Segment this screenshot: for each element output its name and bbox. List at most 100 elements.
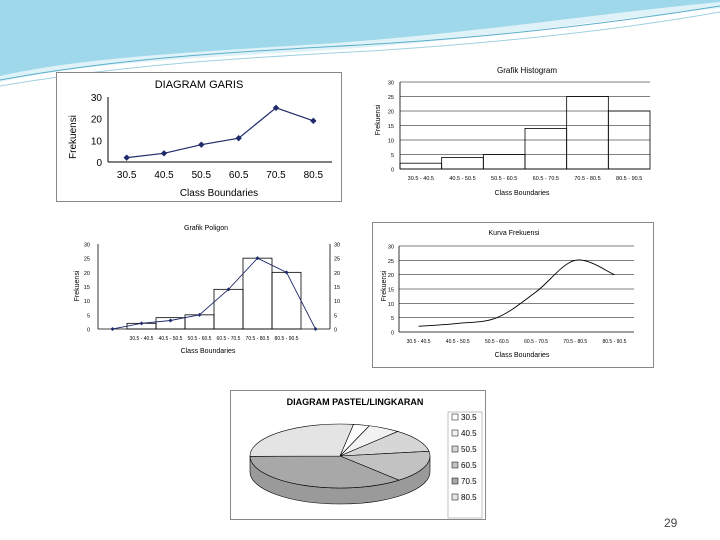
pie-slice [249, 455, 400, 489]
y-tick-label: 25 [388, 95, 394, 101]
header-wave [0, 0, 720, 87]
pie-panel: DIAGRAM PASTEL/LINGKARAN 30.5 40.5 50.5 60.… [230, 390, 486, 520]
y-axis-label: Frekuensi [74, 270, 81, 301]
x-tick-label: 40.5 - 50.5 [159, 336, 183, 342]
data-point [197, 312, 202, 317]
y-tick-label: 10 [84, 299, 90, 305]
x-tick-label: 30.5 [117, 170, 137, 181]
data-point [160, 150, 168, 157]
bar [441, 157, 484, 170]
polygon-panel: Grafik Poligon Frekuensi Class Boundarie… [68, 218, 348, 364]
legend-swatch [451, 413, 459, 421]
frequency-curve [418, 259, 615, 327]
x-tick-label: 70.5 - 80.5 [246, 336, 270, 342]
x-tick-label: 60.5 - 70.5 [217, 336, 241, 342]
y-tick-label: 0 [391, 168, 394, 174]
y2-tick-label: 5 [334, 313, 337, 319]
y-tick-label: 0 [87, 328, 90, 334]
x-axis-label: Class Boundaries [180, 188, 258, 199]
y-tick-label: 5 [87, 313, 90, 319]
x-tick-label: 70.5 - 80.5 [563, 339, 587, 345]
x-tick-label: 30.5 - 40.5 [408, 176, 434, 182]
data-point [168, 318, 173, 323]
bar [482, 154, 526, 170]
bar [399, 162, 443, 170]
y-tick-label: 5 [391, 153, 394, 159]
legend-swatch [451, 493, 459, 501]
chart-title: DIAGRAM PASTEL/LINGKARAN [287, 397, 424, 407]
y-tick-label: 25 [84, 257, 90, 263]
y-tick-label: 0 [391, 331, 394, 337]
data-point [226, 287, 231, 292]
y2-tick-label: 15 [334, 285, 340, 291]
y-tick-label: 25 [388, 259, 394, 265]
polygon-chart: Grafik Poligon Frekuensi Class Boundarie… [74, 225, 340, 355]
data-point [123, 154, 130, 161]
y2-tick-label: 20 [334, 271, 340, 277]
legend-label: 50.5 [461, 445, 477, 454]
data-point [272, 104, 280, 112]
x-tick-label: 70.5 [266, 170, 286, 181]
x-tick-label: 50.5 [192, 170, 212, 181]
x-tick-label: 50.5 - 60.5 [491, 176, 517, 182]
x-tick-label: 80.5 [304, 170, 324, 181]
data-point [255, 256, 260, 261]
pie-slice [339, 451, 431, 481]
y-tick-label: 10 [388, 302, 394, 308]
y-tick-label: 10 [388, 139, 394, 145]
line-chart: DIAGRAM GARIS Frekuensi Class Boundaries… [56, 72, 342, 202]
histogram-chart: Grafik Histogram Frekuensi Class Boundar… [375, 66, 651, 197]
x-tick-label: 50.5 - 60.5 [485, 339, 509, 345]
y2-tick-label: 30 [334, 243, 340, 249]
x-tick-label: 60.5 - 70.5 [524, 339, 548, 345]
data-point [310, 117, 317, 125]
y2-tick-label: 25 [334, 257, 340, 263]
y-tick-label: 20 [388, 110, 394, 116]
y-tick-label: 30 [388, 81, 394, 87]
pie-chart: DIAGRAM PASTEL/LINGKARAN 30.5 40.5 50.5 60.… [230, 390, 486, 520]
y-tick-label: 20 [91, 115, 103, 126]
bar [607, 110, 651, 170]
page-number: 29 [664, 516, 678, 530]
bar [524, 128, 568, 170]
y-tick-label: 30 [91, 93, 103, 104]
y-tick-label: 15 [388, 124, 394, 130]
x-axis-label: Class Boundaries [495, 352, 550, 359]
pie-slice [249, 423, 354, 457]
y-tick-label: 30 [388, 245, 394, 251]
bar [213, 288, 244, 330]
wave-line-1 [0, 5, 720, 81]
legend-label: 30.5 [461, 413, 477, 422]
data-point [235, 134, 242, 142]
legend-swatch [451, 445, 459, 453]
legend-label: 60.5 [461, 461, 477, 470]
wave-line-2 [0, 11, 720, 87]
line-chart-panel: DIAGRAM GARIS Frekuensi Class Boundaries… [56, 72, 342, 202]
y-tick-label: 0 [96, 158, 102, 169]
x-tick-label: 60.5 [229, 170, 249, 181]
x-tick-label: 50.5 - 60.5 [188, 336, 212, 342]
y-axis-label: Frekuensi [381, 270, 388, 301]
x-tick-label: 30.5 - 40.5 [407, 339, 431, 345]
x-tick-label: 70.5 - 80.5 [574, 176, 600, 182]
y-tick-label: 15 [84, 285, 90, 291]
x-tick-label: 30.5 - 40.5 [130, 336, 154, 342]
x-tick-label: 80.5 - 90.5 [616, 176, 642, 182]
data-point [313, 327, 318, 331]
x-tick-label: 60.5 - 70.5 [533, 176, 559, 182]
y-tick-label: 5 [391, 316, 394, 322]
y-tick-label: 20 [84, 271, 90, 277]
legend-label: 80.5 [461, 493, 477, 502]
pie-3d [249, 423, 431, 505]
bar [566, 96, 609, 170]
legend-label: 40.5 [461, 429, 477, 438]
chart-title: DIAGRAM GARIS [155, 79, 244, 91]
curve-panel: Kurva Frekuensi Frekuensi Class Boundari… [372, 222, 654, 368]
chart-title: Grafik Histogram [497, 66, 557, 75]
y2-tick-label: 10 [334, 299, 340, 305]
y-tick-label: 20 [388, 273, 394, 279]
y-axis-label: Frekuensi [68, 115, 79, 159]
legend-swatch [451, 429, 459, 437]
y-tick-label: 30 [84, 243, 90, 249]
data-point [110, 327, 115, 331]
